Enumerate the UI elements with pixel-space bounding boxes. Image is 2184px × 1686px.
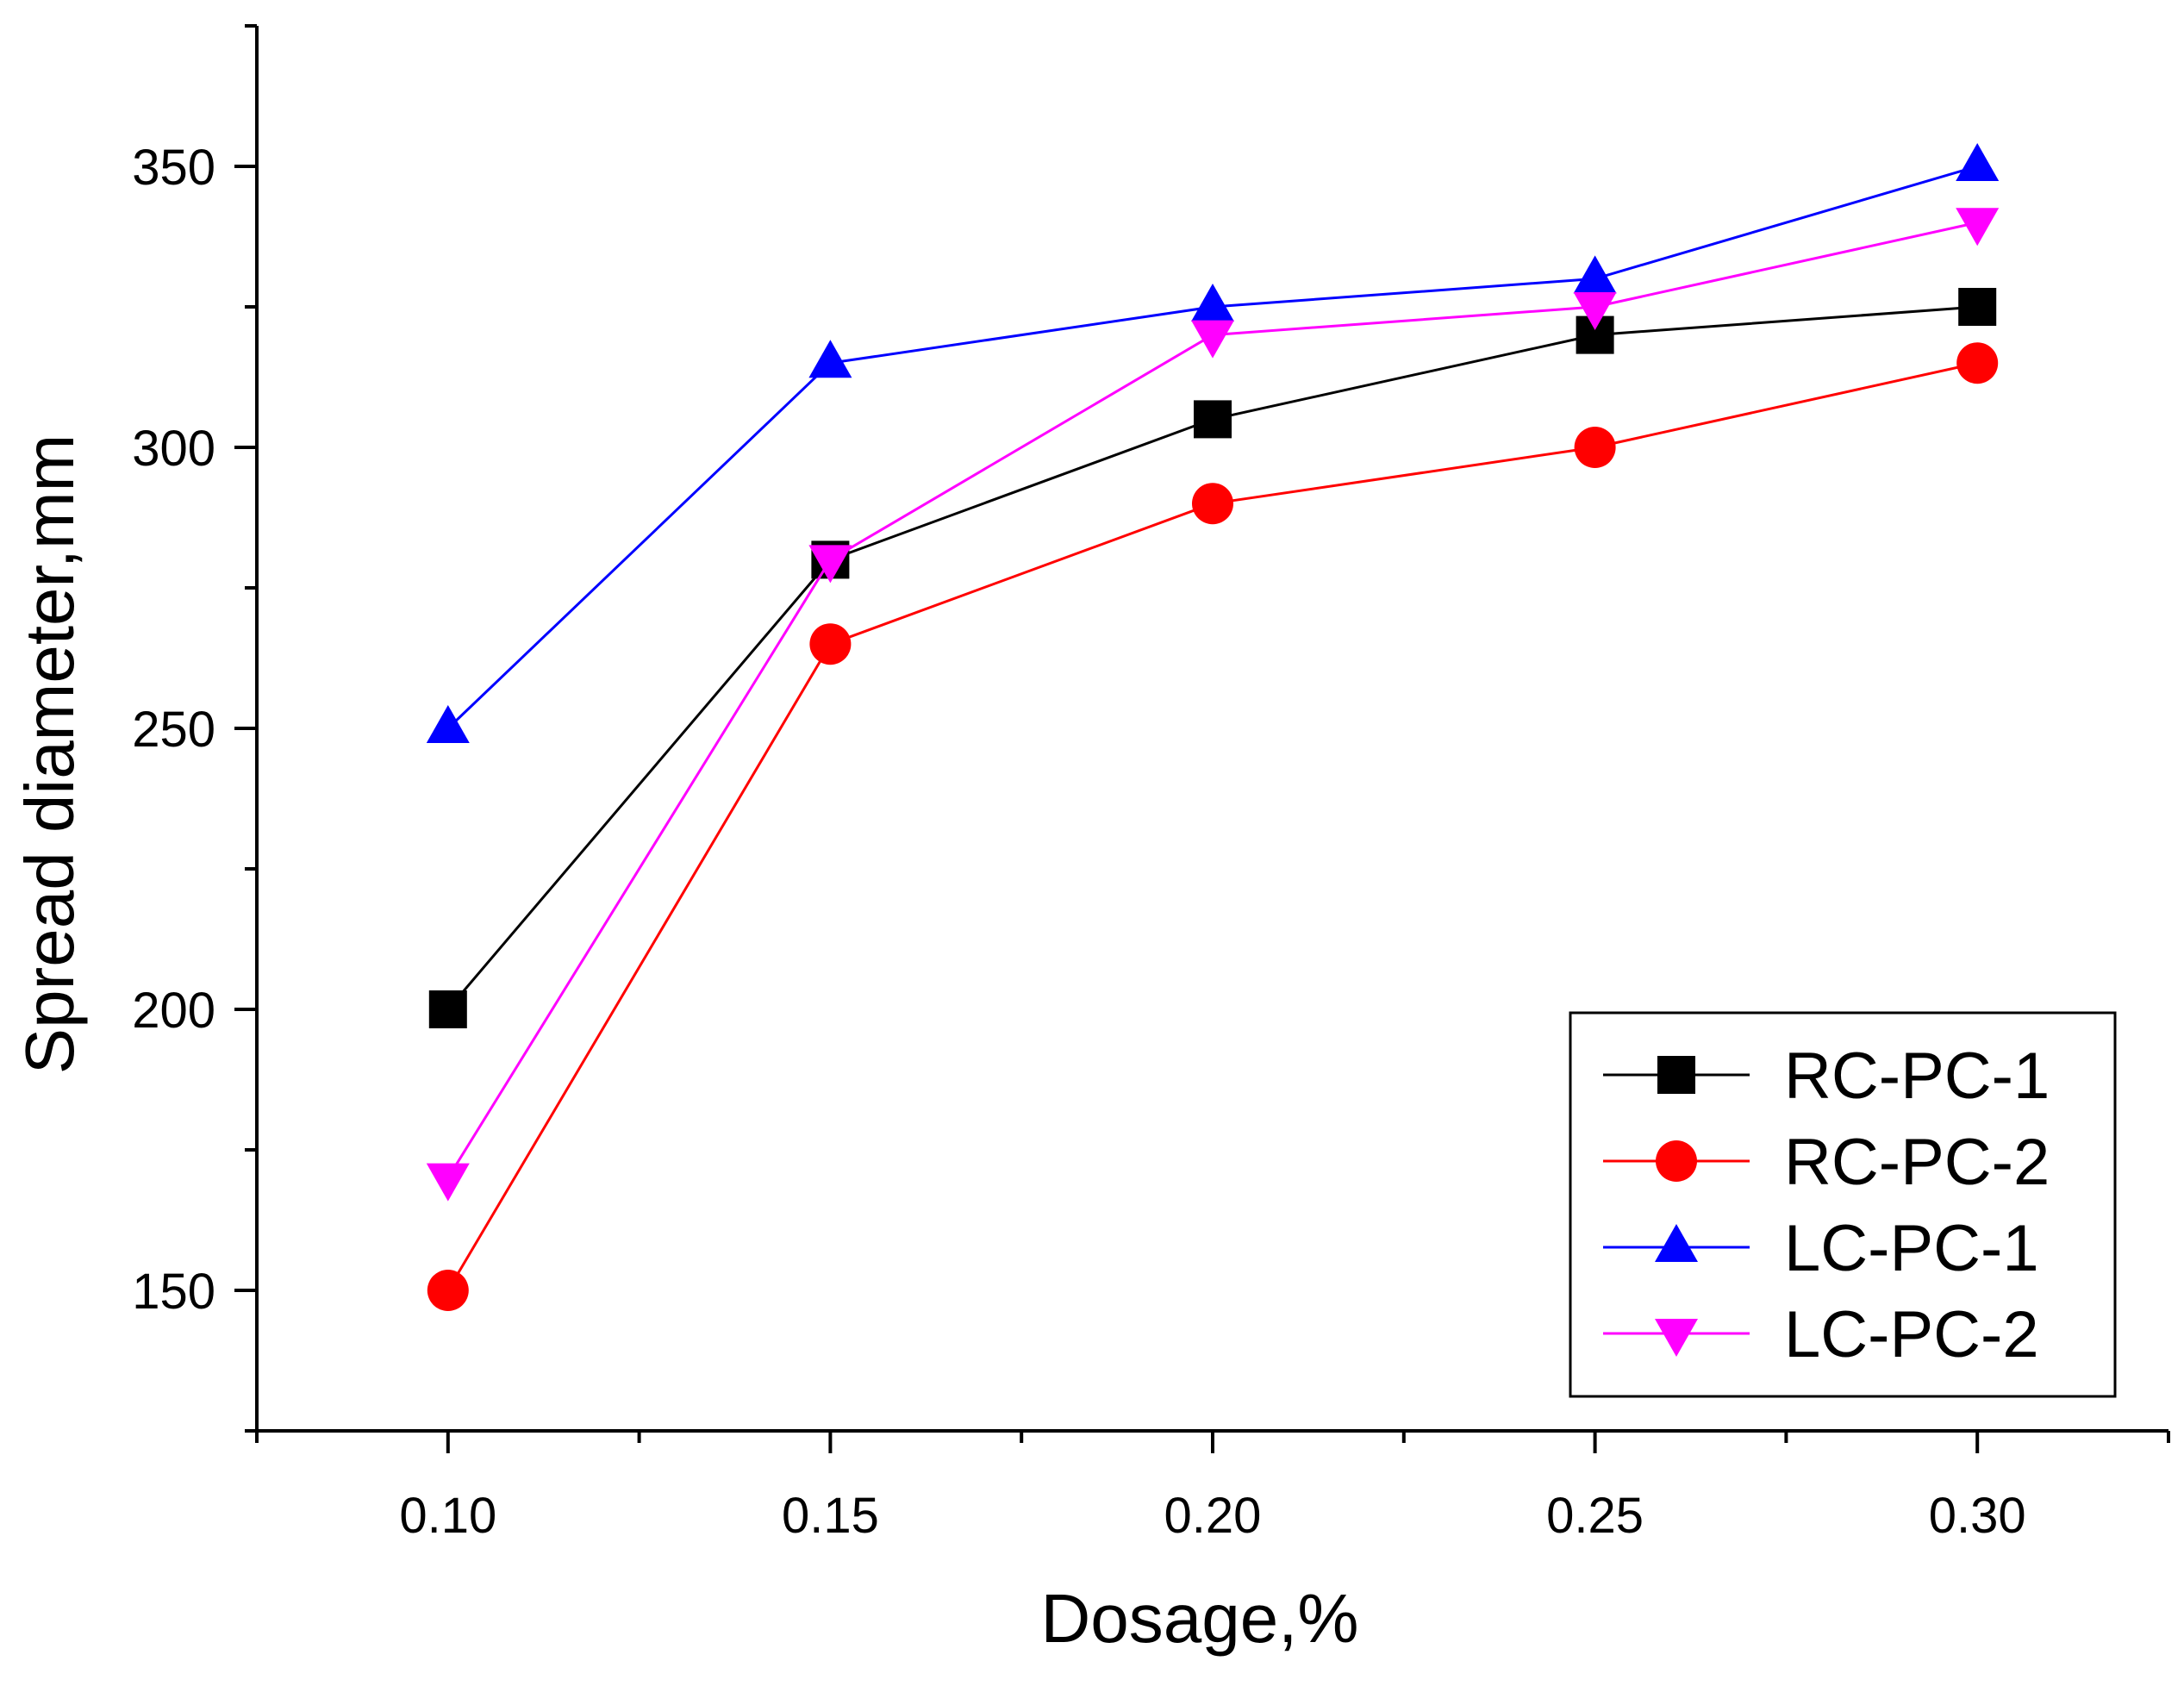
data-point (808, 340, 852, 378)
legend-label: RC-PC-2 (1784, 1126, 2050, 1199)
legend-label: LC-PC-2 (1784, 1298, 2039, 1371)
data-point (1958, 288, 1997, 326)
legend-marker (1657, 1056, 1695, 1094)
y-tick-label: 150 (132, 1264, 215, 1320)
data-point (1573, 292, 1617, 330)
data-point (1956, 208, 2000, 247)
series-lc-pc-1 (426, 143, 2000, 743)
axes: 0.10 0.15 0.20 0.25 0.30 150 200 250 300 350 Dosag… (11, 24, 2170, 1657)
y-tick-label: 300 (132, 421, 215, 477)
series-lc-pc-2 (426, 208, 2000, 1202)
x-tick-label: 0.30 (1929, 1488, 2026, 1544)
legend-label: LC-PC-1 (1784, 1212, 2039, 1285)
x-tick-label: 0.20 (1164, 1488, 1262, 1544)
data-point (1191, 320, 1234, 359)
series-rc-pc-1 (428, 288, 1997, 1028)
data-point (808, 545, 852, 584)
data-point (1956, 143, 2000, 181)
legend-marker (1656, 1140, 1697, 1182)
x-axis-title: Dosage,% (1040, 1580, 1358, 1657)
legend-marker (1655, 1319, 1698, 1357)
legend-marker (1655, 1224, 1698, 1262)
y-tick-label: 250 (132, 702, 215, 758)
data-point (1573, 255, 1617, 294)
legend: RC-PC-1 RC-PC-2 LC-PC-1 LC-PC-2 (1569, 1011, 2117, 1398)
x-tick-label: 0.15 (782, 1488, 879, 1544)
data-point (426, 705, 470, 743)
data-point (1192, 483, 1233, 525)
series-layer (426, 143, 2000, 1311)
data-point (1574, 427, 1616, 468)
data-point (1194, 400, 1232, 439)
data-point (428, 990, 467, 1028)
x-tick-label: 0.10 (399, 1488, 496, 1544)
legend-label: RC-PC-1 (1784, 1040, 2050, 1113)
data-point (1956, 342, 1999, 384)
series-rc-pc-2 (427, 342, 1999, 1311)
y-axis-title: Spread diameter,mm (11, 434, 88, 1075)
data-point (809, 623, 852, 665)
x-tick-label: 0.25 (1546, 1488, 1644, 1544)
y-tick-label: 200 (132, 983, 215, 1039)
data-point (427, 1270, 469, 1311)
series-line (446, 165, 1978, 730)
data-point (1191, 284, 1234, 322)
data-point (426, 1163, 470, 1202)
y-tick-label: 350 (132, 140, 215, 196)
